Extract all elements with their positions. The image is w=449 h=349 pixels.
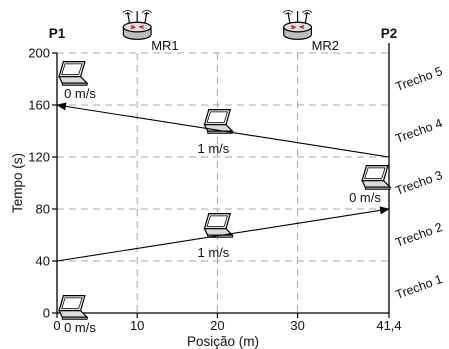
laptop-icon xyxy=(58,294,88,320)
speed-label: 0 m/s xyxy=(64,320,96,335)
speed-label: 1 m/s xyxy=(197,141,229,156)
speed-label: 0 m/s xyxy=(349,190,381,205)
router-label: MR1 xyxy=(151,38,178,53)
segment-label: Trecho 5 xyxy=(394,64,445,94)
x-tick-label: 30 xyxy=(290,318,304,333)
x-tick-label: 10 xyxy=(130,318,144,333)
y-tick-label: 0 xyxy=(43,306,50,321)
router-icon xyxy=(122,10,153,41)
speed-label: 0 m/s xyxy=(64,86,96,101)
segment-label: Trecho 2 xyxy=(394,220,445,250)
x-axis-label: Posição (m) xyxy=(187,334,259,349)
y-axis-label: Tempo (s) xyxy=(10,153,25,213)
segment-label: Trecho 1 xyxy=(394,272,445,302)
endpoint-label: P1 xyxy=(49,26,66,41)
movement-arrow xyxy=(56,206,390,262)
router-icon xyxy=(282,10,313,41)
router-label: MR2 xyxy=(312,38,339,53)
endpoint-label: P2 xyxy=(381,26,398,41)
laptop-icon xyxy=(58,60,88,86)
y-tick-label: 200 xyxy=(28,46,50,61)
y-tick-label: 160 xyxy=(28,98,50,113)
speed-label: 1 m/s xyxy=(197,245,229,260)
x-tick-label: 20 xyxy=(210,318,224,333)
y-tick-label: 40 xyxy=(36,254,50,269)
segment-label: Trecho 3 xyxy=(394,168,445,198)
y-tick-label: 120 xyxy=(28,150,50,165)
x-tick-label: 0 xyxy=(53,318,60,333)
segment-label: Trecho 4 xyxy=(394,116,445,146)
movement-arrow xyxy=(56,102,390,158)
y-tick-label: 80 xyxy=(36,202,50,217)
x-tick-label: 41,4 xyxy=(376,318,401,333)
laptop-icon xyxy=(361,164,391,190)
